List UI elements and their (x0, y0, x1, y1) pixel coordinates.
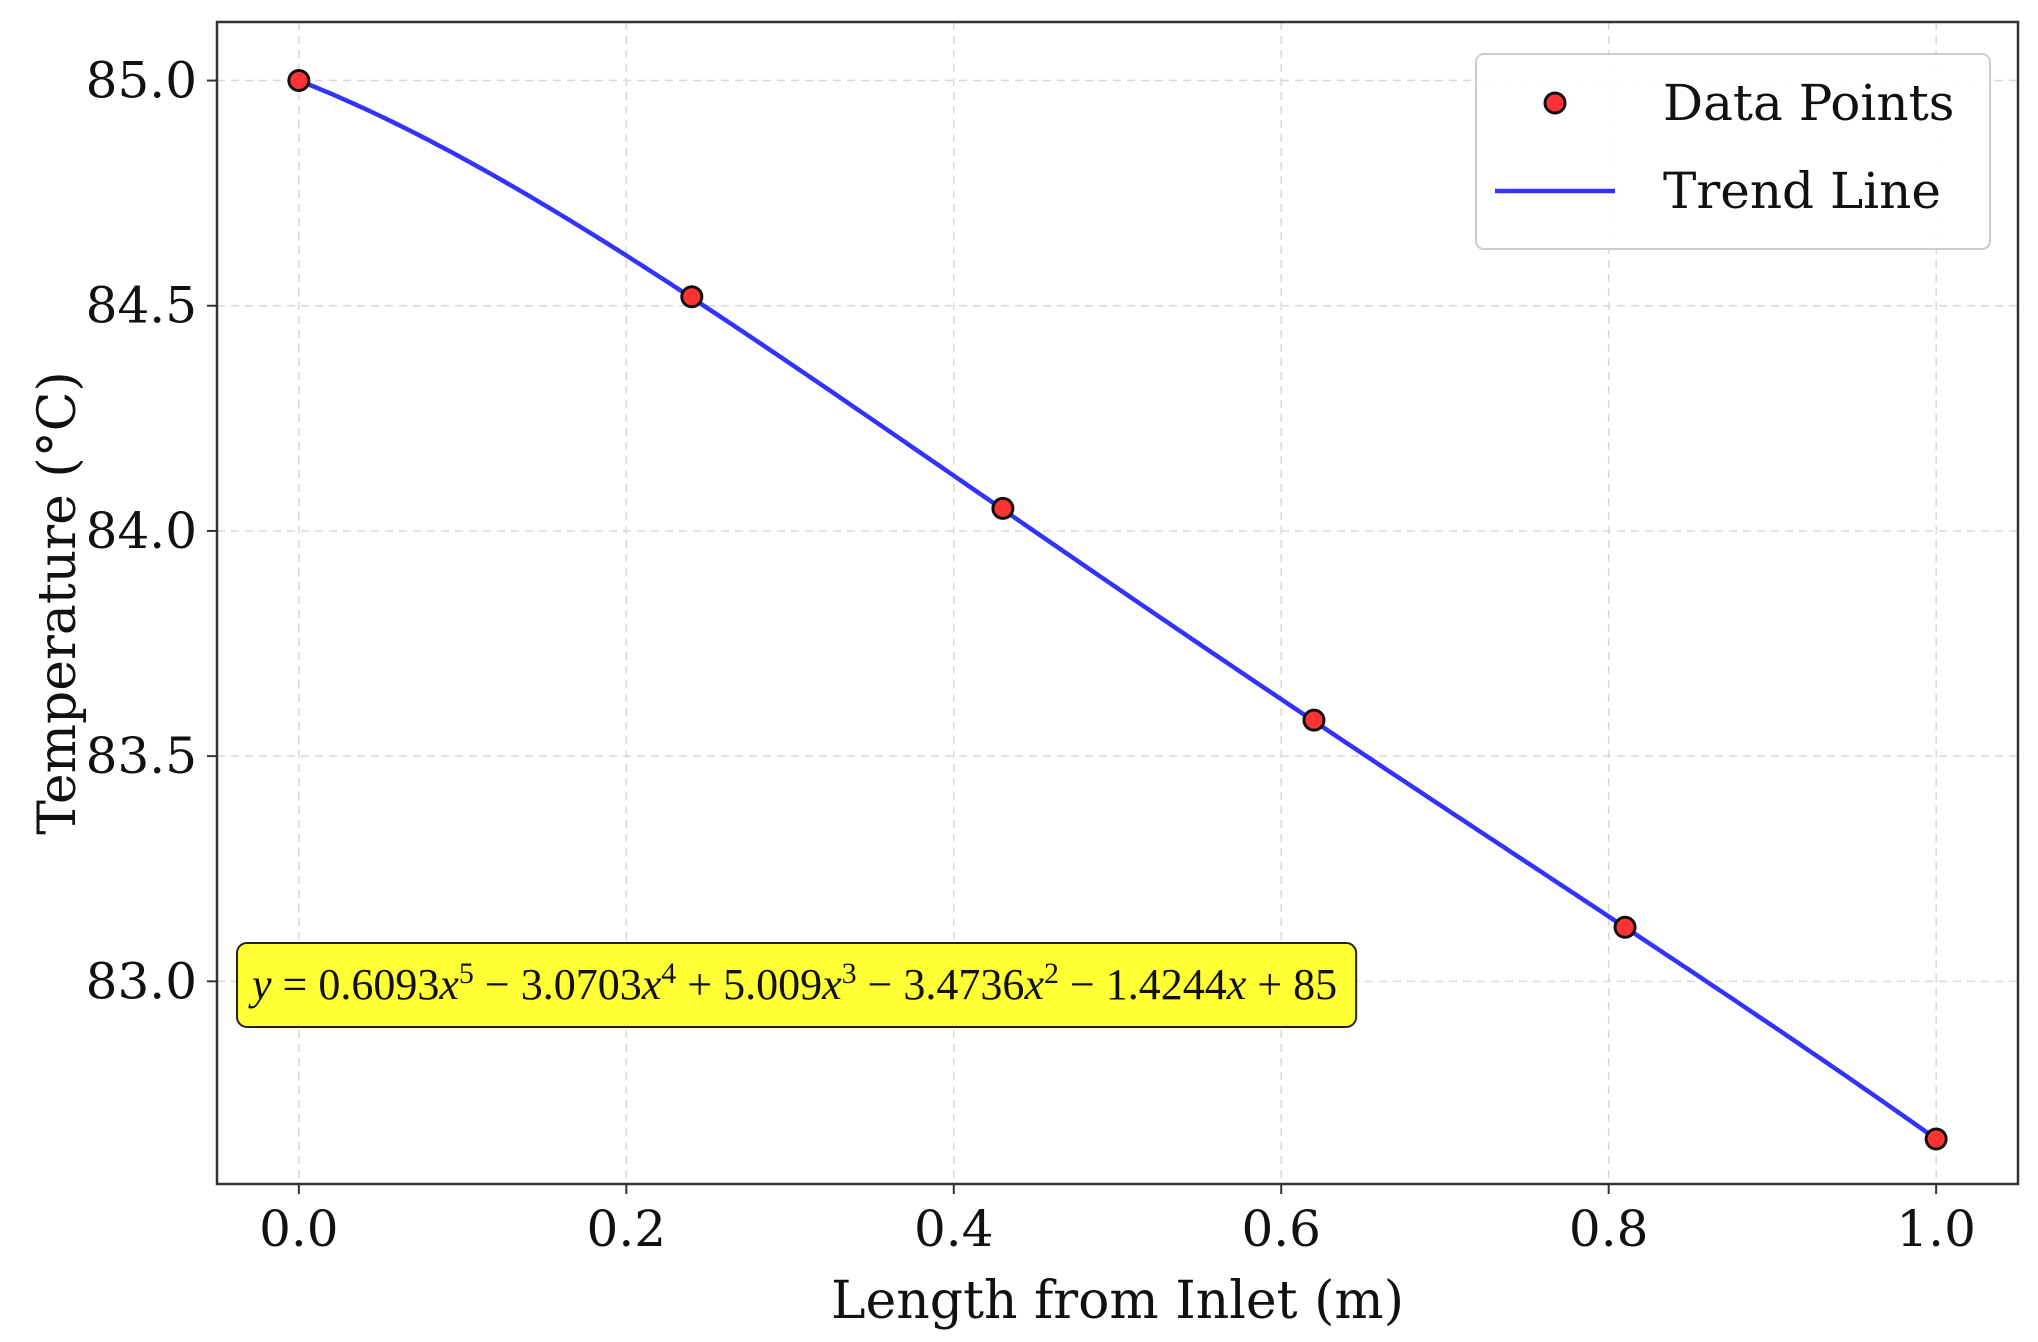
equation-term: x (438, 960, 459, 1009)
x-tick-label: 0.8 (1569, 1200, 1649, 1258)
axis-ticks: 0.0 0.2 0.4 0.6 0.8 1.0 83.0 83.5 84.0 84.5 85.0 (86, 52, 1976, 1258)
legend-box (1475, 53, 1991, 250)
equation-term: x (1023, 960, 1044, 1009)
equation-term: + 5.009 (676, 960, 822, 1009)
equation-term: x (821, 960, 842, 1009)
equation-term: x (1226, 960, 1247, 1009)
data-point (680, 285, 704, 309)
legend-label-trend-line: Trend Line (1663, 162, 1941, 220)
x-axis-title: Length from Inlet (m) (831, 1271, 1404, 1331)
y-axis-title: Temperature (°C) (28, 371, 88, 835)
y-tick-label: 84.5 (86, 277, 197, 335)
data-point (1302, 708, 1326, 732)
equation-term: + 85 (1246, 960, 1337, 1009)
data-point (1613, 915, 1637, 939)
equation-exponent: 5 (459, 957, 474, 990)
equation-exponent: 4 (661, 957, 676, 990)
equation-box (236, 942, 1358, 1028)
x-tick-label: 0.4 (914, 1200, 994, 1258)
y-tick-label: 84.0 (86, 502, 197, 560)
equation-annotation: y = 0.6093x5 − 3.0703x4 + 5.009x3 − 3.47… (236, 942, 1358, 1028)
x-tick-label: 0.0 (259, 1200, 339, 1258)
legend-marker-data-points (1543, 91, 1567, 115)
equation-term: − 1.4244 (1059, 960, 1227, 1009)
equation-exponent: 3 (842, 957, 857, 990)
equation-exponent: 2 (1044, 957, 1059, 990)
equation-term: = 0.6093 (272, 960, 440, 1009)
legend-label-data-points: Data Points (1663, 74, 1954, 132)
equation-text: y = 0.6093x5 − 3.0703x4 + 5.009x3 − 3.47… (248, 957, 1337, 1010)
equation-term: − 3.4736 (857, 960, 1025, 1009)
data-point (991, 496, 1015, 520)
y-tick-label: 83.5 (86, 727, 197, 785)
data-point (287, 69, 311, 93)
equation-term: x (641, 960, 662, 1009)
x-tick-label: 0.2 (587, 1200, 667, 1258)
y-tick-label: 83.0 (86, 952, 197, 1010)
equation-term: y (248, 960, 272, 1009)
x-tick-label: 0.6 (1241, 1200, 1321, 1258)
plot-series (287, 69, 1948, 1151)
y-tick-label: 85.0 (86, 52, 197, 110)
legend: Data Points Trend Line (1475, 53, 1991, 250)
x-tick-label: 1.0 (1896, 1200, 1976, 1258)
data-point (1924, 1127, 1948, 1151)
equation-term: − 3.0703 (474, 960, 642, 1009)
plot-frame (215, 20, 2020, 1186)
trend-line (298, 78, 1938, 1141)
